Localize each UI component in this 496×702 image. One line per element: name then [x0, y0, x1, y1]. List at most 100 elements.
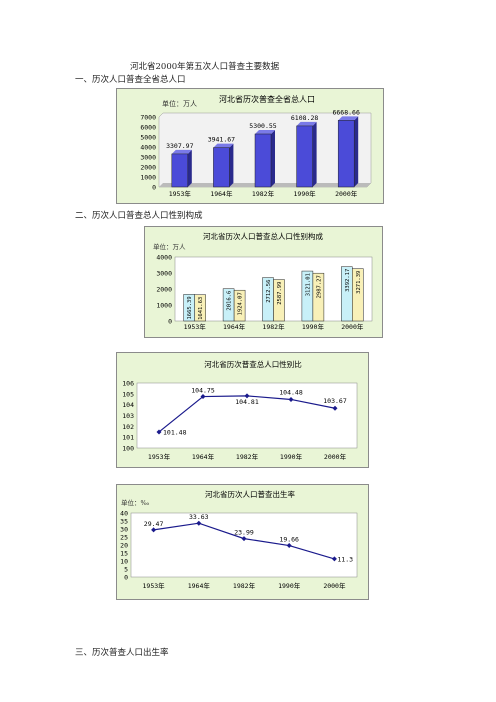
x-tick-label: 2000年 [335, 189, 358, 198]
y-tick-label: 2000 [140, 164, 156, 172]
data-label: 19.66 [279, 536, 299, 544]
data-point [288, 396, 294, 402]
document-title: 河北省2000年第五次人口普查主要数据 [130, 62, 280, 72]
data-label: 104.75 [191, 387, 215, 395]
x-tick-label: 1953年 [143, 581, 166, 590]
bar-value-label: 3121.01 [305, 273, 311, 296]
y-tick-label: 103 [122, 412, 134, 420]
bar [273, 279, 285, 322]
bar-side [187, 149, 192, 187]
chart-total-population: 0 1000 2000 3000 4000 5000 6000 7000 单位：万人 河北省历次普… [116, 88, 384, 204]
bar-value-label: 1924.07 [238, 292, 244, 315]
bar [296, 125, 313, 188]
y-tick-label: 35 [120, 518, 128, 526]
bar [194, 294, 206, 322]
y-tick-label: 5 [124, 566, 128, 574]
unit-label: 单位：万人 [162, 99, 197, 108]
bar-value-label: 2016.6 [227, 291, 233, 311]
x-tick-label: 2000年 [323, 581, 346, 590]
bar-value-label: 3392.17 [345, 269, 351, 292]
bar-top [255, 129, 275, 134]
data-label: 11.3 [337, 555, 353, 563]
bar-top [171, 149, 192, 154]
x-tick-label: 1964年 [192, 452, 215, 461]
bar-value-label: 6668.66 [332, 108, 359, 116]
data-point [286, 543, 292, 549]
x-tick-label: 1953年 [184, 322, 207, 331]
bar-value-label: 5300.55 [249, 122, 276, 130]
bar [312, 272, 325, 322]
y-tick-label: 15 [120, 550, 128, 558]
data-label: 33.63 [189, 513, 209, 521]
data-label: 104.48 [279, 388, 303, 396]
chart-title: 河北省历次普查总人口性别比 [204, 359, 302, 369]
data-label: 23.99 [234, 529, 254, 537]
x-tick-label: 1964年 [210, 189, 233, 198]
y-tick-label: 10 [120, 558, 128, 566]
chart-title: 河北省历次人口普查出生率 [205, 489, 295, 499]
y-tick-label: 102 [122, 423, 134, 431]
y-tick-label: 25 [120, 534, 128, 542]
y-tick-label: 20 [120, 542, 128, 550]
data-point [241, 536, 247, 542]
y-tick-label: 2000 [156, 286, 172, 294]
chart-title: 河北省历次人口普查总人口性别构成 [203, 231, 323, 241]
y-tick-label: 0 [152, 184, 156, 192]
data-label: 104.81 [235, 398, 259, 406]
section-heading-2: 二、历次人口普查总人口性别构成 [75, 211, 203, 221]
y-tick-label: 7000 [140, 114, 156, 122]
bar-value-label: 6108.28 [291, 114, 318, 122]
y-tick-label: 1000 [156, 302, 172, 310]
data-point [331, 556, 337, 562]
x-tick-label: 1964年 [188, 581, 211, 590]
y-tick-label: 30 [120, 526, 128, 534]
x-tick-label: 1982年 [236, 452, 259, 461]
x-tick-label: 1953年 [169, 189, 192, 198]
x-tick-label: 1982年 [252, 189, 275, 198]
bar-value-label: 2987.27 [316, 275, 322, 298]
bar-top [296, 121, 317, 126]
data-label: 101.48 [163, 428, 187, 436]
data-label: 103.67 [323, 397, 347, 405]
y-tick-label: 40 [120, 510, 128, 518]
x-tick-label: 1990年 [278, 581, 301, 590]
bar-value-label: 3307.97 [166, 142, 193, 150]
bar [233, 289, 246, 322]
bar-value-label: 1665.39 [187, 296, 193, 319]
x-tick-label: 2000年 [324, 452, 347, 461]
unit-label: 单位：万人 [153, 242, 186, 251]
bar-top [338, 116, 359, 121]
plot-area [130, 512, 358, 578]
data-point [156, 429, 162, 435]
section-heading-3: 三、历次普查人口出生率 [75, 648, 169, 658]
data-point [196, 520, 202, 526]
bar-side [312, 121, 317, 187]
x-tick-label: 1990年 [280, 452, 303, 461]
bar-value-label: 2712.56 [266, 280, 272, 303]
y-tick-label: 105 [122, 390, 134, 398]
x-tick-label: 1982年 [262, 322, 285, 331]
chart-title: 河北省历次普查全省总人口 [219, 94, 315, 104]
unit-label: 单位：‰ [121, 498, 150, 507]
bar [352, 268, 364, 322]
x-tick-label: 1982年 [233, 581, 256, 590]
bar-value-label: 3271.39 [356, 271, 362, 294]
x-tick-label: 1964年 [223, 322, 246, 331]
bar [213, 147, 230, 188]
x-tick-label: 1953年 [148, 452, 171, 461]
y-tick-label: 1000 [140, 174, 156, 182]
bar-value-label: 1641.63 [198, 297, 204, 320]
y-tick-label: 3000 [140, 154, 156, 162]
bar [337, 120, 355, 188]
chart-total-population-svg: 0 1000 2000 3000 4000 5000 6000 7000 单位：万人 河北省历次普… [140, 94, 372, 198]
bar-value-label: 2587.99 [277, 282, 283, 305]
y-tick-label: 0 [124, 574, 128, 582]
data-point [200, 394, 206, 400]
y-tick-label: 4000 [140, 144, 156, 152]
y-tick-label: 104 [122, 401, 134, 409]
bar [171, 153, 189, 188]
bar-top [213, 143, 234, 148]
x-tick-label: 2000年 [341, 322, 364, 331]
